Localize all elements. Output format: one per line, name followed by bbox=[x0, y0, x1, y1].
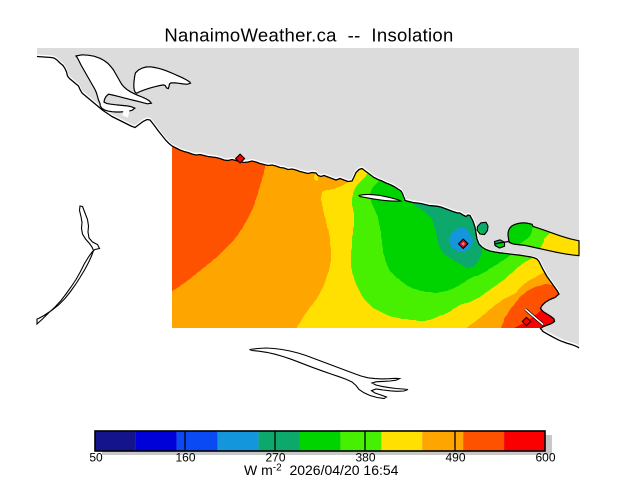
svg-text:490: 490 bbox=[445, 451, 465, 465]
svg-text:160: 160 bbox=[175, 451, 195, 465]
svg-text:600: 600 bbox=[535, 451, 555, 465]
svg-text:380: 380 bbox=[355, 451, 375, 465]
svg-text:270: 270 bbox=[265, 451, 285, 465]
svg-text:W m-2 2026/04/20 16:54: W m-2 2026/04/20 16:54 bbox=[244, 462, 399, 478]
svg-text:50: 50 bbox=[89, 451, 103, 465]
svg-text:NanaimoWeather.ca -- Insolat: NanaimoWeather.ca -- Insolation bbox=[164, 25, 453, 46]
